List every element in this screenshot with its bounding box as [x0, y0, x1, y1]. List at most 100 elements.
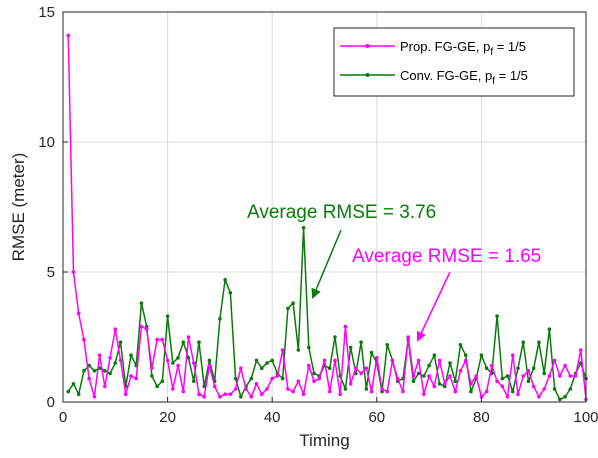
legend-label-prop: Prop. FG-GE, pf = 1/5 [400, 39, 526, 58]
annotation-prop-text: Average RMSE = 1.65 [352, 246, 541, 267]
data-point-prop-fg-ge [97, 353, 102, 358]
data-point-conv-fg-ge [479, 353, 484, 358]
data-point-conv-fg-ge [448, 361, 452, 365]
data-point-prop-fg-ge [312, 379, 316, 384]
x-tick-label: 60 [368, 409, 385, 426]
data-point-prop-fg-ge [301, 392, 306, 397]
data-point-conv-fg-ge [254, 358, 259, 363]
data-point-prop-fg-ge [71, 270, 76, 274]
data-point-prop-fg-ge [317, 376, 322, 381]
data-point-conv-fg-ge [144, 324, 149, 329]
data-point-prop-fg-ge [542, 387, 546, 391]
data-point-prop-fg-ge [505, 395, 510, 399]
data-point-prop-fg-ge [123, 392, 128, 397]
data-point-prop-fg-ge [354, 366, 358, 371]
data-point-conv-fg-ge [427, 363, 431, 368]
x-tick-label: 100 [573, 409, 598, 426]
data-point-prop-fg-ge [191, 361, 196, 365]
data-point-prop-fg-ge [364, 366, 369, 371]
x-tick-label: 40 [264, 409, 281, 426]
plot-frame [62, 11, 587, 403]
data-point-prop-fg-ge [563, 363, 567, 368]
legend-marker-conv [365, 73, 370, 77]
data-point-conv-fg-ge [139, 301, 144, 306]
annotation-prop-arrow [416, 271, 451, 342]
data-point-prop-fg-ge [176, 363, 180, 368]
data-point-prop-fg-ge [144, 327, 149, 332]
data-point-conv-fg-ge [296, 348, 301, 352]
data-point-prop-fg-ge [181, 389, 186, 394]
data-point-conv-fg-ge [385, 343, 390, 347]
data-point-prop-fg-ge [202, 395, 207, 399]
data-point-prop-fg-ge [280, 348, 285, 352]
data-point-prop-fg-ge [155, 337, 159, 342]
data-point-prop-fg-ge [516, 392, 520, 397]
data-point-prop-fg-ge [432, 384, 437, 389]
data-point-prop-fg-ge [437, 358, 442, 363]
data-point-conv-fg-ge [265, 361, 269, 365]
data-point-prop-fg-ge [322, 358, 327, 363]
data-point-prop-fg-ge [422, 392, 426, 397]
legend-label-conv-sub: f [492, 76, 495, 87]
data-point-conv-fg-ge [103, 369, 107, 373]
data-point-prop-fg-ge [307, 363, 311, 368]
data-point-conv-fg-ge [259, 366, 264, 371]
data-point-prop-fg-ge [228, 392, 233, 397]
data-point-conv-fg-ge [307, 345, 311, 350]
data-point-conv-fg-ge [442, 384, 447, 389]
legend-box [333, 27, 575, 97]
data-point-prop-fg-ge [448, 374, 452, 378]
data-point-conv-fg-ge [463, 353, 468, 358]
data-point-prop-fg-ge [568, 374, 573, 378]
data-point-prop-fg-ge [490, 363, 494, 368]
data-point-prop-fg-ge [578, 348, 583, 352]
axis-ticks: 0 20 40 60 80 100 0 5 10 15 [38, 4, 598, 426]
data-point-prop-fg-ge [510, 353, 515, 358]
data-point-conv-fg-ge [327, 366, 332, 371]
data-point-conv-fg-ge [437, 382, 442, 386]
data-point-conv-fg-ge [500, 376, 505, 381]
data-point-prop-fg-ge [291, 389, 295, 394]
data-point-prop-fg-ge [442, 382, 447, 386]
data-point-conv-fg-ge [526, 379, 531, 384]
data-point-prop-fg-ge [244, 387, 248, 391]
data-point-conv-fg-ge [181, 340, 186, 345]
data-point-conv-fg-ge [223, 278, 227, 282]
data-point-conv-fg-ge [160, 379, 165, 384]
y-tick-label: 5 [47, 264, 55, 281]
data-point-conv-fg-ge [348, 345, 353, 350]
data-point-conv-fg-ge [312, 371, 316, 376]
data-point-conv-fg-ge [558, 397, 562, 402]
data-point-prop-fg-ge [108, 356, 112, 360]
data-point-conv-fg-ge [422, 374, 426, 378]
data-point-prop-fg-ge [129, 374, 133, 378]
data-point-conv-fg-ge [108, 371, 112, 376]
data-point-conv-fg-ge [568, 387, 573, 391]
data-point-prop-fg-ge [327, 389, 332, 394]
data-point-conv-fg-ge [416, 371, 421, 376]
data-point-prop-fg-ge [139, 324, 144, 329]
data-point-conv-fg-ge [176, 356, 180, 360]
y-tick-label: 10 [38, 134, 55, 151]
data-point-prop-fg-ge [359, 371, 363, 376]
data-point-prop-fg-ge [118, 358, 123, 363]
data-point-prop-fg-ge [547, 374, 552, 378]
data-point-conv-fg-ge [92, 369, 97, 373]
data-point-prop-fg-ge [165, 358, 170, 363]
data-point-conv-fg-ge [552, 387, 557, 391]
data-point-prop-fg-ge [521, 374, 526, 378]
data-point-conv-fg-ge [249, 376, 254, 381]
data-point-prop-fg-ge [411, 374, 416, 378]
data-point-conv-fg-ge [458, 343, 463, 347]
data-point-conv-fg-ge [542, 371, 546, 376]
legend: Prop. FG-GE, pf = 1/5 Conv. FG-GE, pf = … [333, 27, 575, 97]
data-point-prop-fg-ge [401, 389, 405, 394]
data-point-conv-fg-ge [71, 382, 76, 386]
data-point-conv-fg-ge [484, 366, 489, 371]
data-point-prop-fg-ge [484, 389, 489, 394]
data-point-conv-fg-ge [469, 389, 473, 394]
data-point-prop-fg-ge [249, 395, 254, 399]
data-point-conv-fg-ge [510, 389, 515, 394]
data-point-conv-fg-ge [207, 358, 212, 363]
annotation-conv: Average RMSE = 3.76 [247, 202, 436, 299]
